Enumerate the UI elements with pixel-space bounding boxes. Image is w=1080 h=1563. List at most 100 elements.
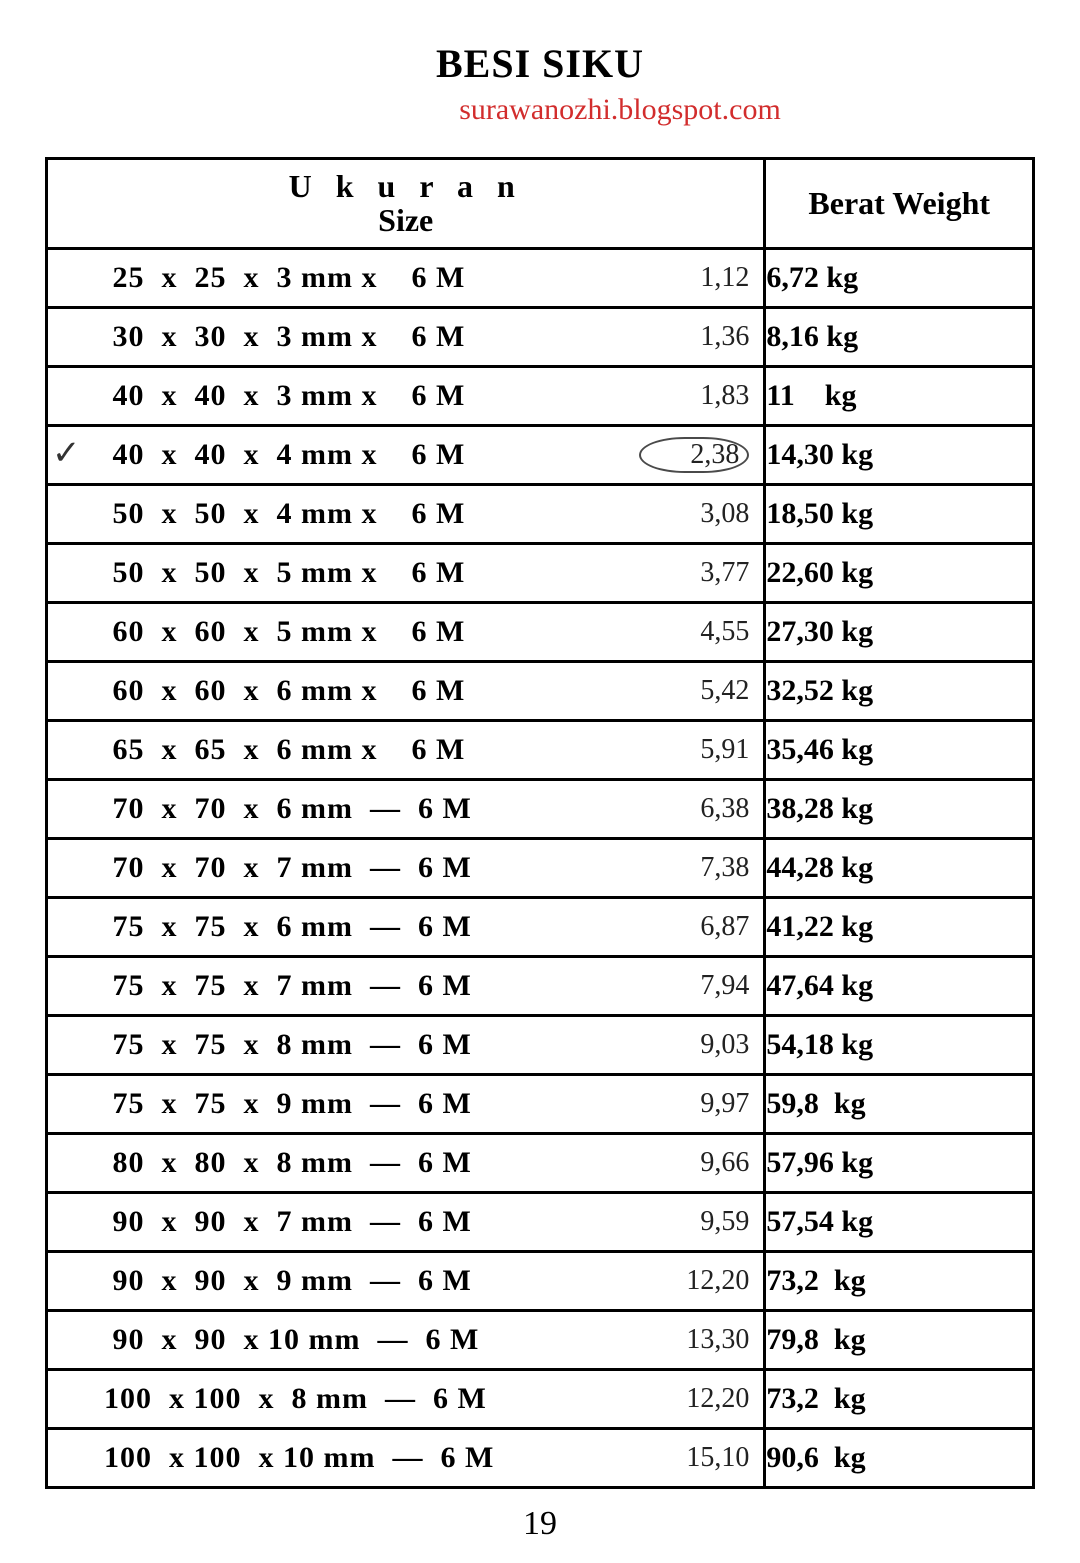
table-row: 90 x 90 x 10 mm — 6 M13,3079,8 kg: [47, 1311, 1034, 1370]
table-row: 50 x 50 x 5 mm x 6 M3,7722,60 kg: [47, 544, 1034, 603]
size-cell: 75 x 75 x 8 mm — 6 M 9,03: [47, 1016, 765, 1075]
weight-cell: 44,28 kg: [765, 839, 1034, 898]
size-cell: 40 x 40 x 3 mm x 6 M 1,83: [47, 367, 765, 426]
size-text: 80 x 80 x 8 mm — 6 M: [104, 1146, 472, 1180]
size-cell: 70 x 70 x 6 mm — 6 M 6,38: [47, 780, 765, 839]
size-text: 65 x 65 x 6 mm x 6 M: [104, 733, 465, 767]
size-text: 40 x 40 x 4 mm x 6 M: [104, 438, 465, 472]
size-cell: 60 x 60 x 5 mm x 6 M 4,55: [47, 603, 765, 662]
table-row: 30 x 30 x 3 mm x 6 M1,368,16 kg: [47, 308, 1034, 367]
weight-cell: 18,50 kg: [765, 485, 1034, 544]
table-row: 60 x 60 x 5 mm x 6 M 4,55 27,30 kg: [47, 603, 1034, 662]
weight-cell: 57,96 kg: [765, 1134, 1034, 1193]
table-row: 40 x 40 x 3 mm x 6 M 1,83 11 kg: [47, 367, 1034, 426]
table-row: 60 x 60 x 6 mm x 6 M5,4232,52 kg: [47, 662, 1034, 721]
header-weight-bottom: Weight: [892, 185, 990, 221]
table-row: 75 x 75 x 7 mm — 6 M7,9447,64 kg: [47, 957, 1034, 1016]
handwritten-note: 4,55: [659, 616, 749, 648]
weight-cell: 59,8 kg: [765, 1075, 1034, 1134]
size-cell: 60 x 60 x 6 mm x 6 M5,42: [47, 662, 765, 721]
handwritten-note: 1,83: [659, 380, 749, 412]
weight-cell: 11 kg: [765, 367, 1034, 426]
table-row: 75 x 75 x 8 mm — 6 M 9,03 54,18 kg: [47, 1016, 1034, 1075]
weight-cell: 54,18 kg: [765, 1016, 1034, 1075]
size-text: 50 x 50 x 4 mm x 6 M: [104, 497, 465, 531]
size-cell: 25 x 25 x 3 mm x 6 M1,12: [47, 249, 765, 308]
spec-table: U k u r a n Size Berat Weight 25 x 25 x …: [45, 157, 1035, 1489]
size-text: 70 x 70 x 6 mm — 6 M: [104, 792, 472, 826]
table-row: 70 x 70 x 7 mm — 6 M 7,38 44,28 kg: [47, 839, 1034, 898]
size-text: 75 x 75 x 8 mm — 6 M: [104, 1028, 472, 1062]
header-weight: Berat Weight: [765, 159, 1034, 249]
table-row: 65 x 65 x 6 mm x 6 M5,9135,46 kg: [47, 721, 1034, 780]
weight-cell: 90,6 kg: [765, 1429, 1034, 1488]
size-cell: 30 x 30 x 3 mm x 6 M 1,36: [47, 308, 765, 367]
size-cell: 90 x 90 x 7 mm — 6 M 9,59: [47, 1193, 765, 1252]
size-cell: 80 x 80 x 8 mm — 6 M9,66: [47, 1134, 765, 1193]
page-title: BESI SIKU: [40, 40, 1040, 87]
check-icon: ✓: [52, 433, 81, 473]
table-row: 75 x 75 x 6 mm — 6 M6,8741,22 kg: [47, 898, 1034, 957]
size-text: 90 x 90 x 10 mm — 6 M: [104, 1323, 479, 1357]
table-row: 70 x 70 x 6 mm — 6 M6,3838,28 kg: [47, 780, 1034, 839]
weight-cell: 57,54 kg: [765, 1193, 1034, 1252]
handwritten-note: 3,77: [659, 557, 749, 589]
table-row: 90 x 90 x 9 mm — 6 M 12,20 73,2 kg: [47, 1252, 1034, 1311]
handwritten-note: 9,59: [659, 1206, 749, 1238]
handwritten-note: 2,38: [639, 437, 749, 473]
size-text: 100 x 100 x 10 mm — 6 M: [104, 1441, 494, 1475]
size-text: 60 x 60 x 5 mm x 6 M: [104, 615, 465, 649]
table-row: 100 x 100 x 8 mm — 6 M12,2073,2 kg: [47, 1370, 1034, 1429]
page-number: 19: [40, 1505, 1040, 1543]
weight-cell: 73,2 kg: [765, 1370, 1034, 1429]
size-text: 90 x 90 x 7 mm — 6 M: [104, 1205, 472, 1239]
size-cell: 90 x 90 x 10 mm — 6 M 13,30: [47, 1311, 765, 1370]
watermark-text: surawanozhi.blogspot.com: [40, 93, 1040, 127]
weight-cell: 14,30 kg: [765, 426, 1034, 485]
size-cell: 100 x 100 x 8 mm — 6 M12,20: [47, 1370, 765, 1429]
handwritten-note: 1,36: [659, 321, 749, 353]
handwritten-note: 7,38: [659, 852, 749, 884]
size-cell: 50 x 50 x 5 mm x 6 M3,77: [47, 544, 765, 603]
handwritten-note: 6,38: [659, 793, 749, 825]
weight-cell: 73,2 kg: [765, 1252, 1034, 1311]
table-row: 50 x 50 x 4 mm x 6 M 3,08 18,50 kg: [47, 485, 1034, 544]
handwritten-note: 3,08: [659, 498, 749, 530]
header-size-top: U k u r a n: [56, 170, 755, 204]
size-text: 75 x 75 x 7 mm — 6 M: [104, 969, 472, 1003]
weight-cell: 32,52 kg: [765, 662, 1034, 721]
size-text: 25 x 25 x 3 mm x 6 M: [104, 261, 465, 295]
size-text: 40 x 40 x 3 mm x 6 M: [104, 379, 465, 413]
handwritten-note: 9,03: [659, 1029, 749, 1061]
size-cell: 65 x 65 x 6 mm x 6 M5,91: [47, 721, 765, 780]
table-row: 25 x 25 x 3 mm x 6 M1,126,72 kg: [47, 249, 1034, 308]
weight-cell: 35,46 kg: [765, 721, 1034, 780]
size-text: 100 x 100 x 8 mm — 6 M: [104, 1382, 487, 1416]
size-cell: 75 x 75 x 9 mm — 6 M 9,97: [47, 1075, 765, 1134]
size-cell: 75 x 75 x 7 mm — 6 M7,94: [47, 957, 765, 1016]
size-text: 75 x 75 x 9 mm — 6 M: [104, 1087, 472, 1121]
header-size-bottom: Size: [56, 204, 755, 238]
table-row: 90 x 90 x 7 mm — 6 M 9,59 57,54 kg: [47, 1193, 1034, 1252]
weight-cell: 6,72 kg: [765, 249, 1034, 308]
size-text: 90 x 90 x 9 mm — 6 M: [104, 1264, 472, 1298]
size-cell: 90 x 90 x 9 mm — 6 M 12,20: [47, 1252, 765, 1311]
size-cell: ✓ 40 x 40 x 4 mm x 6 M 2,38: [47, 426, 765, 485]
size-text: 70 x 70 x 7 mm — 6 M: [104, 851, 472, 885]
header-size: U k u r a n Size: [47, 159, 765, 249]
table-row: ✓ 40 x 40 x 4 mm x 6 M 2,38 14,30 kg: [47, 426, 1034, 485]
handwritten-note: 9,97: [659, 1088, 749, 1120]
table-row: 100 x 100 x 10 mm — 6 M 15,10 90,6 kg: [47, 1429, 1034, 1488]
handwritten-note: 13,30: [659, 1324, 749, 1356]
table-row: 75 x 75 x 9 mm — 6 M 9,97 59,8 kg: [47, 1075, 1034, 1134]
size-cell: 100 x 100 x 10 mm — 6 M 15,10: [47, 1429, 765, 1488]
table-header-row: U k u r a n Size Berat Weight: [47, 159, 1034, 249]
size-text: 75 x 75 x 6 mm — 6 M: [104, 910, 472, 944]
handwritten-note: 12,20: [659, 1265, 749, 1297]
handwritten-note: 15,10: [659, 1442, 749, 1474]
handwritten-note: 5,42: [659, 675, 749, 707]
size-text: 30 x 30 x 3 mm x 6 M: [104, 320, 465, 354]
size-cell: 50 x 50 x 4 mm x 6 M 3,08: [47, 485, 765, 544]
size-cell: 70 x 70 x 7 mm — 6 M 7,38: [47, 839, 765, 898]
weight-cell: 27,30 kg: [765, 603, 1034, 662]
